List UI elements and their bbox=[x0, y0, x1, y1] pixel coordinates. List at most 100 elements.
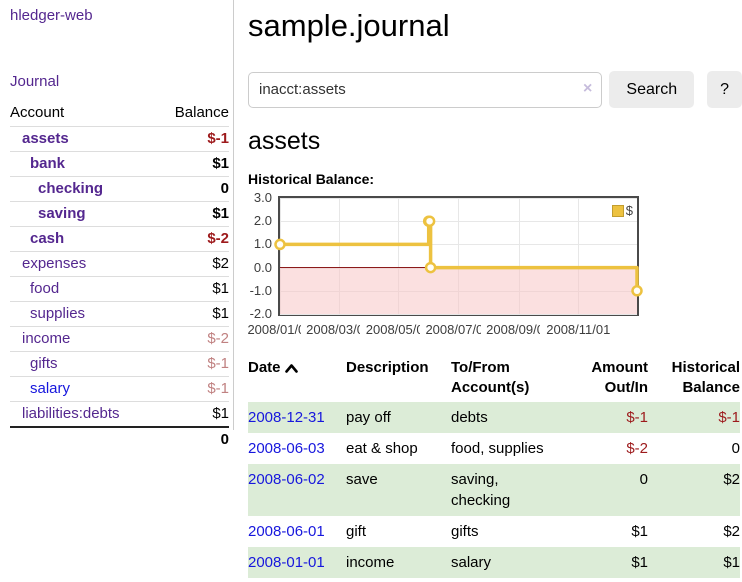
register-amount: $1 bbox=[631, 523, 648, 540]
account-row: gifts $-1 bbox=[10, 351, 229, 377]
account-link-saving[interactable]: saving bbox=[38, 205, 86, 222]
account-link-supplies[interactable]: supplies bbox=[30, 305, 86, 322]
register-date-link[interactable]: 2008-01-01 bbox=[248, 554, 325, 571]
account-balance: $1 bbox=[156, 201, 229, 227]
sidebar-divider bbox=[233, 0, 234, 430]
account-balance: $2 bbox=[156, 251, 229, 277]
legend-label: $ bbox=[625, 203, 633, 218]
register-header-row: Date Description To/From Account(s) Amou… bbox=[248, 354, 740, 402]
account-link-checking[interactable]: checking bbox=[38, 180, 104, 197]
register-accounts: gifts bbox=[451, 523, 479, 540]
search-input[interactable] bbox=[248, 71, 603, 108]
account-link-liabilities-debts[interactable]: liabilities:debts bbox=[22, 405, 120, 422]
register-amount: $-1 bbox=[626, 409, 648, 426]
register-header-balance: Historical Balance bbox=[671, 359, 740, 396]
balance-series bbox=[274, 215, 643, 297]
gridline bbox=[280, 314, 637, 315]
register-row: 2008-06-01 gift gifts $1 $2 bbox=[248, 516, 740, 547]
register-date-link[interactable]: 2008-06-02 bbox=[248, 471, 325, 488]
accounts-header-balance: Balance bbox=[174, 104, 229, 121]
accounts-total: 0 bbox=[156, 426, 229, 452]
register-accounts: debts bbox=[451, 409, 488, 426]
y-tick-label: 2.0 bbox=[253, 213, 272, 229]
register-date-link[interactable]: 2008-12-31 bbox=[248, 409, 325, 426]
account-row: income $-2 bbox=[10, 326, 229, 352]
account-balance: $1 bbox=[156, 401, 229, 427]
register-row: 2008-12-31 pay off debts $-1 $-1 bbox=[248, 402, 740, 433]
x-tick-label: 2008/01/01 bbox=[242, 322, 318, 337]
y-tick-label: -1.0 bbox=[249, 282, 272, 298]
negative-region bbox=[280, 267, 637, 314]
register-description: pay off bbox=[346, 409, 391, 426]
account-balance: $-1 bbox=[156, 126, 229, 152]
x-tick-label: 2008/09/01 bbox=[480, 322, 557, 337]
page-title: sample.journal bbox=[248, 8, 450, 43]
register-balance: $2 bbox=[723, 523, 740, 540]
account-row: bank $1 bbox=[10, 151, 229, 177]
register-balance: $2 bbox=[723, 471, 740, 488]
gridline bbox=[458, 198, 459, 314]
y-tick-label: -2.0 bbox=[249, 306, 272, 321]
search-form: × Search ? bbox=[248, 71, 742, 108]
register-description: gift bbox=[346, 523, 367, 540]
x-tick-label: 2008/05/01 bbox=[360, 322, 437, 337]
register-row: 2008-06-03 eat & shop food, supplies $-2… bbox=[248, 433, 740, 464]
account-link-cash[interactable]: cash bbox=[30, 230, 65, 247]
chart-legend: $ bbox=[611, 203, 633, 218]
register-balance: $1 bbox=[723, 554, 740, 571]
accounts-table: Account Balance assets $-1 bank $1 check… bbox=[10, 101, 229, 452]
account-link-assets[interactable]: assets bbox=[22, 130, 69, 147]
register-header-date[interactable]: Date bbox=[248, 354, 346, 402]
historical-balance-chart: 3.0 2.0 1.0 0.0 -1.0 -2.0 $ 2008/01/01 2008/03… bbox=[242, 190, 643, 338]
register-table: Date Description To/From Account(s) Amou… bbox=[248, 354, 740, 578]
account-balance: $-2 bbox=[156, 326, 229, 352]
y-tick-label: 3.0 bbox=[253, 190, 272, 205]
account-link-income[interactable]: income bbox=[22, 330, 71, 347]
main-content: sample.journal × Search ? assets Histori… bbox=[242, 0, 742, 578]
gridline bbox=[280, 198, 281, 314]
account-link-food[interactable]: food bbox=[30, 280, 60, 297]
register-description: save bbox=[346, 471, 378, 488]
register-accounts: saving, checking bbox=[451, 471, 511, 509]
register-description: income bbox=[346, 554, 395, 571]
x-tick-label: 2008/07/01 bbox=[420, 322, 496, 337]
account-balance: 0 bbox=[156, 176, 229, 202]
account-row: cash $-2 bbox=[10, 226, 229, 252]
account-row: food $1 bbox=[10, 276, 229, 302]
help-button[interactable]: ? bbox=[707, 71, 742, 108]
clear-search-icon[interactable]: × bbox=[583, 79, 593, 97]
sort-ascending-icon bbox=[284, 359, 298, 379]
account-link-salary[interactable]: salary bbox=[30, 380, 71, 397]
register-accounts: food, supplies bbox=[451, 440, 544, 457]
register-accounts: salary bbox=[451, 554, 492, 571]
register-balance: 0 bbox=[731, 440, 740, 457]
account-balance: $1 bbox=[156, 301, 229, 327]
search-input-wrap: × bbox=[248, 71, 603, 108]
legend-swatch bbox=[611, 204, 624, 217]
register-date-link[interactable]: 2008-06-03 bbox=[248, 440, 325, 457]
accounts-header-account: Account bbox=[10, 104, 65, 121]
register-row: 2008-01-01 income salary $1 $1 bbox=[248, 547, 740, 578]
register-amount: $1 bbox=[631, 554, 648, 571]
account-link-gifts[interactable]: gifts bbox=[30, 355, 58, 372]
y-tick-label: 0.0 bbox=[253, 259, 272, 275]
sidebar-item-journal[interactable]: Journal bbox=[10, 73, 60, 90]
register-date-link[interactable]: 2008-06-01 bbox=[248, 523, 325, 540]
gridline bbox=[398, 198, 400, 314]
accounts-header-row: Account Balance bbox=[10, 101, 229, 127]
y-tick-label: 1.0 bbox=[253, 236, 272, 252]
register-header-accounts: To/From Account(s) bbox=[451, 359, 530, 396]
app-title-link[interactable]: hledger-web bbox=[10, 7, 93, 24]
x-tick-label: 2008/11/01 bbox=[540, 322, 617, 337]
account-link-expenses[interactable]: expenses bbox=[22, 255, 87, 272]
register-header-amount: Amount Out/In bbox=[591, 359, 648, 396]
account-row: saving $1 bbox=[10, 201, 229, 227]
account-balance: $1 bbox=[156, 151, 229, 177]
chart-title: Historical Balance: bbox=[248, 171, 375, 187]
account-link-bank[interactable]: bank bbox=[30, 155, 66, 172]
accounts-total-row: 0 bbox=[10, 426, 229, 452]
search-button[interactable]: Search bbox=[609, 71, 695, 108]
account-balance: $-2 bbox=[156, 226, 229, 252]
account-row: liabilities:debts $1 bbox=[10, 401, 229, 427]
